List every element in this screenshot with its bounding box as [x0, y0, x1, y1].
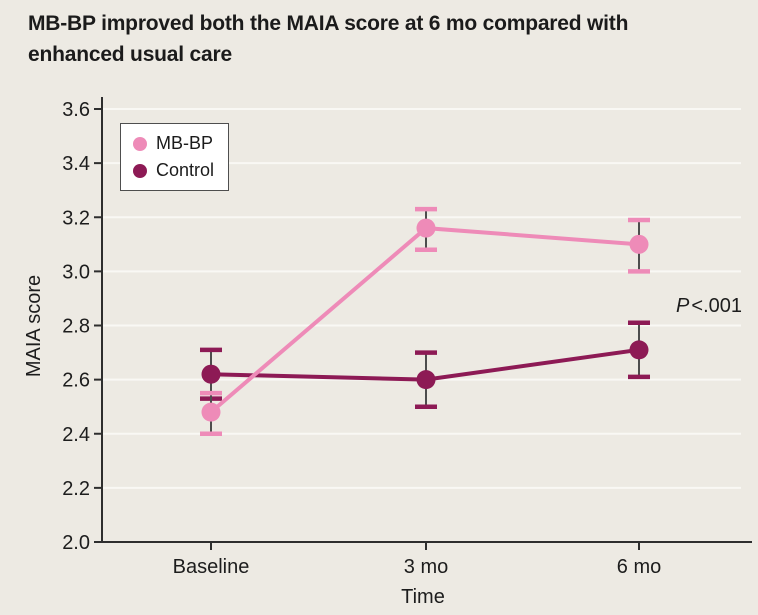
data-point-mb-bp-baseline [201, 402, 221, 422]
control-legend-dot-icon [133, 163, 147, 178]
y-tick-label: 3.0 [62, 261, 90, 283]
x-axis-label: Time [401, 586, 445, 608]
legend: MB-BP Control [120, 123, 230, 191]
y-tick-label: 3.6 [62, 99, 90, 121]
mb-bp-legend-dot-icon [133, 136, 147, 151]
y-tick-label: 2.2 [62, 478, 90, 500]
p-value-annotation: P <.001 [676, 295, 742, 317]
x-tick-label: 6 mo [617, 556, 661, 578]
legend-item-control: Control [133, 158, 214, 183]
legend-item-mb-bp: MB-BP [133, 131, 214, 156]
data-point-mb-bp-6-mo [629, 234, 649, 254]
x-tick-label: 3 mo [404, 556, 448, 578]
y-tick-label: 2.6 [62, 370, 90, 392]
mb-bp-legend-label: MB-BP [156, 133, 214, 153]
y-axis-label: MAIA score [23, 275, 45, 377]
data-point-control-6-mo [629, 340, 649, 360]
x-tick-label: Baseline [173, 556, 250, 578]
data-point-control-baseline [201, 364, 221, 384]
y-tick-label: 3.2 [62, 207, 90, 229]
control-legend-label: Control [156, 160, 215, 180]
figure-title: MB-BP improved both the MAIA score at 6 … [28, 12, 629, 66]
data-point-control-3-mo [416, 370, 436, 390]
y-tick-label: 3.4 [62, 153, 90, 175]
y-tick-label: 2.8 [62, 316, 90, 338]
data-point-mb-bp-3-mo [416, 218, 436, 238]
y-tick-label: 2.4 [62, 424, 90, 446]
y-tick-label: 2.0 [62, 532, 90, 554]
